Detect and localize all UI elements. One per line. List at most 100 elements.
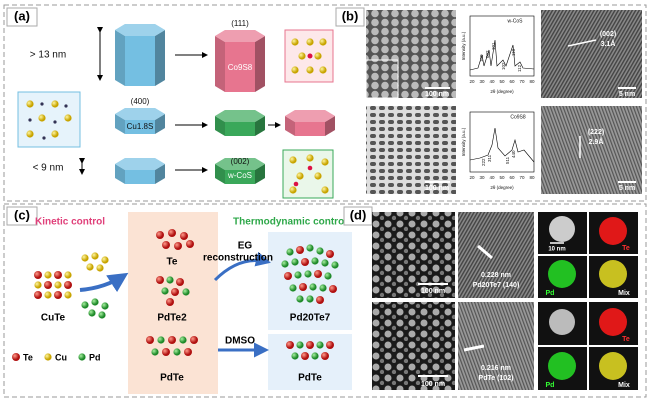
label-box xyxy=(6,206,38,226)
legend-label: Cu xyxy=(55,352,67,362)
legend-label: Te xyxy=(23,352,33,362)
x-tick-label: 20 xyxy=(469,79,475,84)
facet-label: (222) xyxy=(588,129,604,136)
pdte2-label: PdTe2 xyxy=(157,313,187,324)
te-label: Te xyxy=(167,257,178,268)
facet-label: (400) xyxy=(131,97,150,106)
map-label: Pd xyxy=(546,290,555,297)
phase-label: w-CoS xyxy=(227,171,252,180)
xrd-title: w-CoS xyxy=(507,18,523,24)
scale-label: 100 nm xyxy=(421,288,445,295)
scale-label: 5 nm xyxy=(619,185,635,192)
cute-label: CuTe xyxy=(41,313,66,324)
scale-label: 100 nm xyxy=(425,91,449,98)
pd-cluster xyxy=(81,298,109,319)
x-tick-label: 50 xyxy=(499,79,505,84)
x-tick-label: 70 xyxy=(519,175,525,180)
panel-c: (c) Kinetic control Thermodynamic contro… xyxy=(6,206,352,394)
xrd-axes xyxy=(469,111,535,173)
legend-label: Pd xyxy=(89,352,101,362)
x-tick-label: 60 xyxy=(509,79,515,84)
legend-swatch xyxy=(78,353,86,361)
panel-label: (b) xyxy=(342,8,359,23)
xrd-curve xyxy=(469,127,535,163)
facet-label: (002) xyxy=(231,157,250,166)
x-tick-label: 80 xyxy=(529,79,535,84)
spacing-label: 3.1Å xyxy=(601,39,616,48)
hrtem-image xyxy=(541,106,642,194)
spacing-label: 0.228 nm xyxy=(481,272,511,279)
map-label: Mix xyxy=(618,382,630,389)
peak-label: 511 xyxy=(505,156,510,164)
map-label: Te xyxy=(622,336,630,343)
pdte-label: PdTe xyxy=(160,373,184,384)
x-tick-label: 30 xyxy=(479,175,485,180)
spacing-bar xyxy=(567,39,597,47)
spacing-label: 0.216 nm xyxy=(481,365,511,372)
peak-label: 101 xyxy=(491,42,496,50)
legend-swatch xyxy=(44,353,52,361)
y-label: Intensity (a.u.) xyxy=(461,31,466,60)
xrd-plot xyxy=(459,10,537,98)
xrd-title: Co9S8 xyxy=(510,114,526,120)
x-tick-label: 40 xyxy=(489,175,495,180)
spacing-label: 2.9Å xyxy=(589,137,604,146)
xrd-axes xyxy=(469,15,535,77)
x-tick-label: 30 xyxy=(479,79,485,84)
peak-label: 102 xyxy=(501,62,506,70)
prism xyxy=(115,158,165,184)
spacing-bar xyxy=(463,344,485,352)
panel-b: (b) 100 nm w-CoS Intensity (a.u.) 2θ (de… xyxy=(335,7,642,194)
legend-swatch xyxy=(12,353,20,361)
peak-label: 100 xyxy=(479,54,484,62)
peak-label: 440 xyxy=(511,150,516,158)
sem-image xyxy=(372,212,455,298)
xrd-curve xyxy=(469,39,535,71)
facet-label: (002) xyxy=(600,31,616,38)
x-tick-label: 20 xyxy=(469,175,475,180)
x-label: 2θ (degree) xyxy=(490,185,514,190)
frame-top xyxy=(3,4,647,202)
prism xyxy=(285,110,335,136)
size-label: < 9 nm xyxy=(33,163,64,174)
peak-label: 222 xyxy=(481,158,486,166)
atoms xyxy=(291,38,327,74)
thermo-label: Thermodynamic control xyxy=(233,217,347,228)
panel-d: (d) 100 nm 0.228 nm Pd20Te7 (140) 10 nm … xyxy=(343,206,638,390)
map-label: Pd xyxy=(546,382,555,389)
atoms xyxy=(289,154,329,194)
phase-label: Co9S8 xyxy=(228,63,253,72)
x-tick-label: 40 xyxy=(489,79,495,84)
cute-cluster xyxy=(34,271,72,299)
x-tick-label: 50 xyxy=(499,175,505,180)
eg-label: reconstruction xyxy=(203,253,273,264)
scale-label: 5 nm xyxy=(619,91,635,98)
prism xyxy=(115,24,165,86)
kinetic-label: Kinetic control xyxy=(35,217,105,228)
label-box xyxy=(6,7,38,27)
dmso-label: DMSO xyxy=(225,336,255,347)
scale-label: 10 nm xyxy=(548,247,565,253)
phase-label: Cu1.8S xyxy=(127,122,154,131)
hrtem-image xyxy=(458,212,534,298)
x-tick-label: 80 xyxy=(529,175,535,180)
scale-label: 100 nm xyxy=(421,381,445,388)
eg-label: EG xyxy=(238,241,253,252)
label-box xyxy=(335,7,365,27)
spacing-bar xyxy=(477,244,493,260)
x-label: 2θ (degree) xyxy=(490,89,514,94)
hrtem-image xyxy=(541,10,642,98)
scale-label: 100 nm xyxy=(425,185,449,192)
hrtem-image xyxy=(458,302,534,390)
frame-bottom xyxy=(3,203,647,398)
facet-label: (111) xyxy=(231,19,249,28)
panel-label: (c) xyxy=(14,207,30,222)
prism xyxy=(215,30,265,92)
tem-image xyxy=(366,106,456,194)
peak-label: 112 xyxy=(517,64,522,72)
peak-label: 311 xyxy=(487,154,492,162)
arrow xyxy=(213,251,271,282)
atoms xyxy=(26,100,72,140)
y-label: Intensity (a.u.) xyxy=(461,127,466,156)
